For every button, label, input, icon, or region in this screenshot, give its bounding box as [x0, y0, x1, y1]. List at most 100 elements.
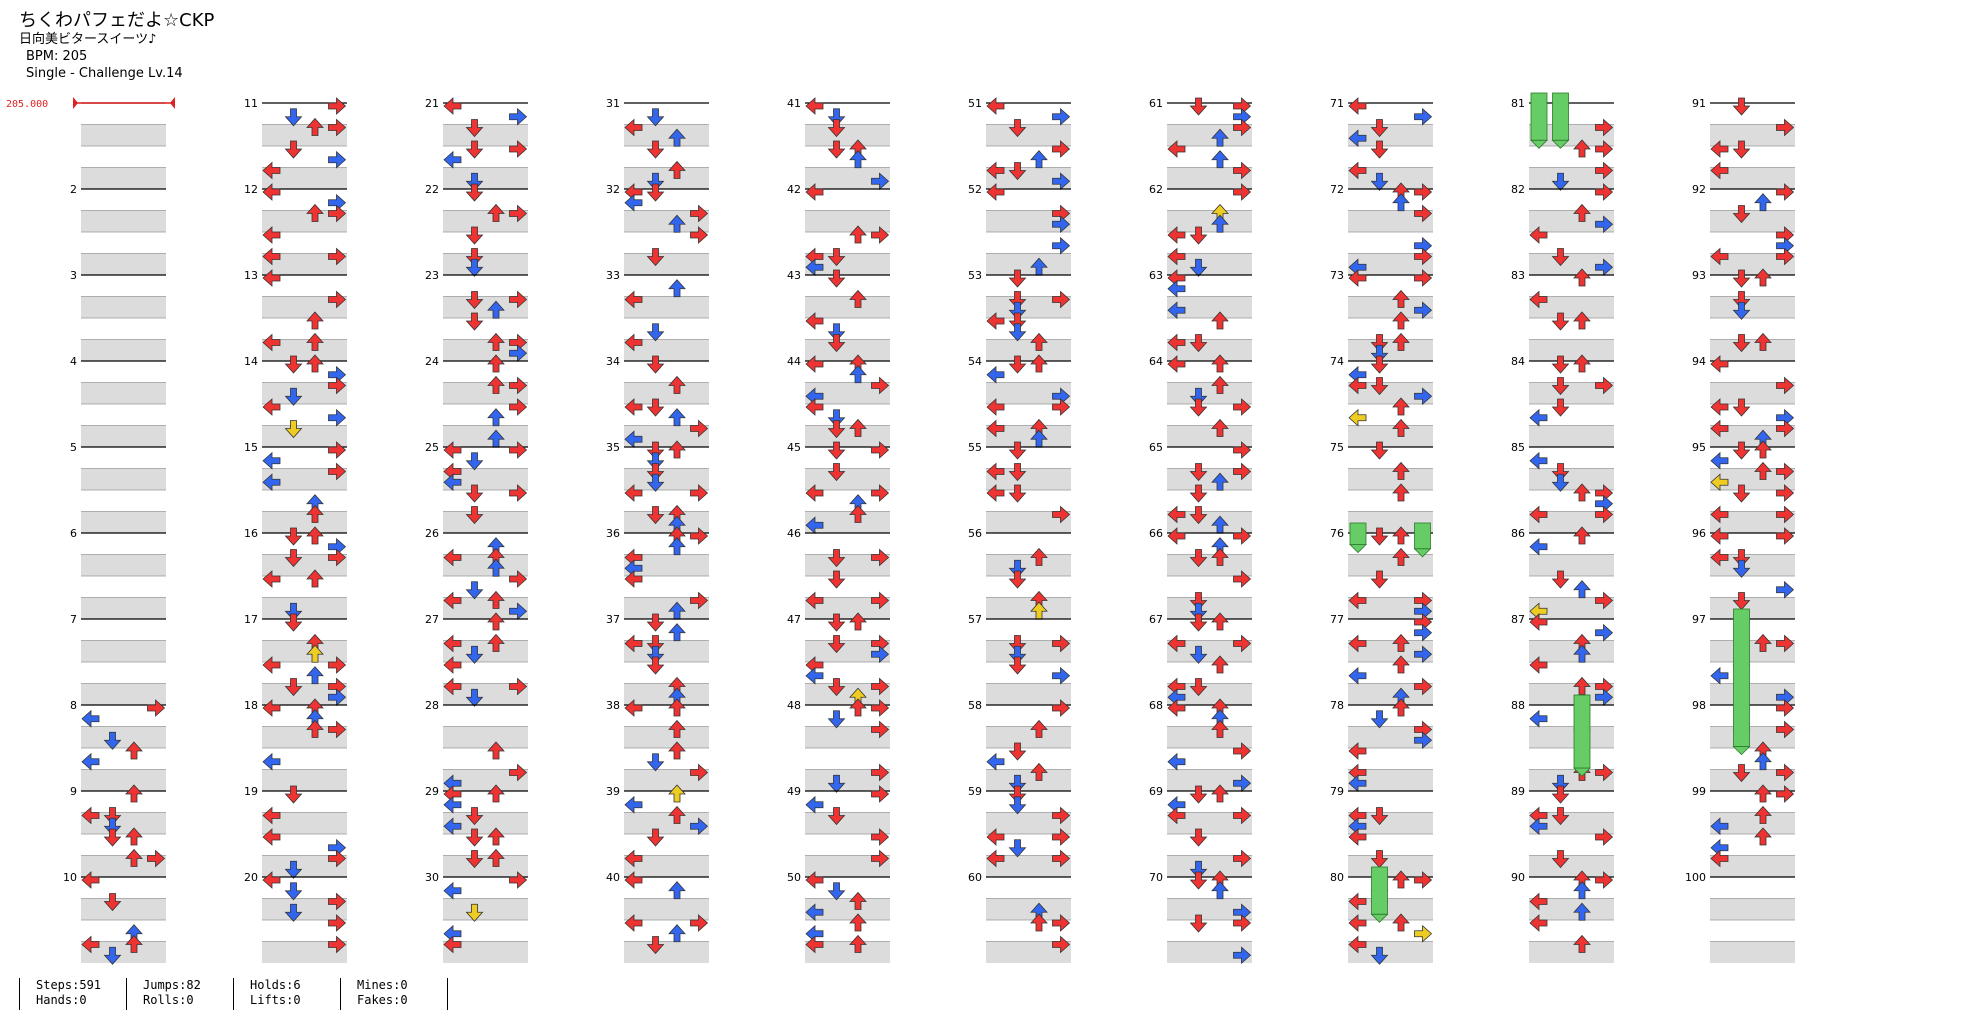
down-arrow-note [1370, 119, 1389, 138]
measure-number: 2 [70, 183, 77, 196]
beat-band [624, 726, 709, 748]
down-arrow-note [646, 398, 665, 417]
down-arrow-note [1189, 860, 1208, 879]
down-arrow-note [465, 291, 484, 310]
measure-number: 98 [1692, 699, 1706, 712]
beat-band [81, 425, 166, 447]
down-arrow-note [1008, 785, 1027, 804]
up-arrow-note [1754, 332, 1772, 351]
up-arrow-note [306, 311, 324, 330]
left-arrow-note [262, 570, 281, 588]
down-arrow-note [1008, 742, 1027, 761]
left-arrow-note [805, 795, 824, 814]
beat-band [81, 898, 166, 920]
down-arrow-note [646, 183, 665, 202]
up-arrow-note [1573, 881, 1591, 900]
beat-band [1529, 769, 1614, 791]
right-arrow-note [1776, 785, 1795, 803]
beat-band [1710, 597, 1795, 619]
measure-number: 16 [244, 527, 258, 540]
stat-lifts: Lifts:0 [250, 993, 301, 1007]
beat-band [1348, 683, 1433, 705]
beat-band [805, 683, 890, 705]
measure-number: 25 [425, 441, 439, 454]
left-arrow-note [443, 97, 462, 115]
beat-band [81, 554, 166, 576]
beat-band [1710, 640, 1795, 662]
measure-number: 92 [1692, 183, 1706, 196]
hold-tail [1732, 746, 1751, 756]
left-arrow-note [262, 752, 281, 771]
down-arrow-note [465, 645, 484, 664]
measure-number: 96 [1692, 527, 1706, 540]
beat-band [1348, 425, 1433, 447]
down-arrow-note [1008, 301, 1027, 320]
down-arrow-note [646, 248, 665, 267]
measure-number: 41 [787, 97, 801, 110]
right-arrow-note [1233, 398, 1252, 416]
down-arrow-note [827, 108, 846, 127]
left-arrow-note [443, 548, 462, 567]
measure-number: 70 [1149, 871, 1163, 884]
beat-band [986, 511, 1071, 533]
beat-band [262, 640, 347, 662]
left-arrow-note [443, 441, 462, 459]
beat-band [443, 726, 528, 748]
left-arrow-note [1710, 527, 1729, 545]
down-arrow-note [827, 140, 846, 159]
beat-band [1348, 382, 1433, 404]
left-arrow-note [624, 871, 643, 889]
down-arrow-note [1370, 344, 1389, 363]
down-arrow-note [465, 850, 484, 869]
beat-band [443, 640, 528, 662]
beat-band [1710, 898, 1795, 920]
left-arrow-note [262, 656, 281, 674]
up-arrow-note [1754, 752, 1772, 771]
left-arrow-note [1348, 634, 1367, 653]
left-arrow-note [262, 269, 281, 287]
beat-band [81, 855, 166, 877]
down-arrow-note [1008, 839, 1027, 858]
up-arrow-note [125, 848, 143, 867]
right-arrow-note [1233, 742, 1252, 760]
left-arrow-note [624, 699, 643, 717]
down-arrow-note [465, 484, 484, 503]
left-arrow-note [986, 484, 1005, 502]
down-arrow-note [1008, 796, 1027, 815]
left-arrow-note [81, 709, 100, 728]
beat-band [986, 339, 1071, 361]
down-arrow-note [1551, 398, 1570, 417]
measure-number: 83 [1511, 269, 1525, 282]
stat-rolls: Rolls:0 [143, 993, 194, 1007]
up-arrow-note [1754, 268, 1772, 287]
down-arrow-note [827, 882, 846, 901]
down-arrow-note [1189, 387, 1208, 406]
up-arrow-note [1754, 633, 1772, 652]
beat-band [1167, 511, 1252, 533]
up-arrow-note [1211, 150, 1229, 169]
beat-band [624, 296, 709, 318]
left-arrow-note [1529, 537, 1548, 556]
down-arrow-note [465, 172, 484, 191]
up-arrow-note [306, 719, 324, 738]
down-arrow-note [646, 936, 665, 955]
measure-number: 47 [787, 613, 801, 626]
up-arrow-note [487, 332, 505, 351]
measure-number: 87 [1511, 613, 1525, 626]
beat-band [1529, 339, 1614, 361]
down-arrow-note [465, 807, 484, 826]
beat-band [443, 812, 528, 834]
beat-band [1529, 253, 1614, 275]
up-arrow-note [1211, 612, 1229, 631]
beat-band [1167, 597, 1252, 619]
down-arrow-note [1732, 484, 1751, 503]
right-arrow-note [1233, 806, 1252, 825]
beat-band [443, 382, 528, 404]
beat-band [624, 855, 709, 877]
right-arrow-note [1595, 118, 1614, 137]
down-arrow-note [1008, 484, 1027, 503]
measure-number: 45 [787, 441, 801, 454]
beat-band [262, 296, 347, 318]
beat-band [1710, 769, 1795, 791]
left-arrow-note [1529, 226, 1548, 244]
